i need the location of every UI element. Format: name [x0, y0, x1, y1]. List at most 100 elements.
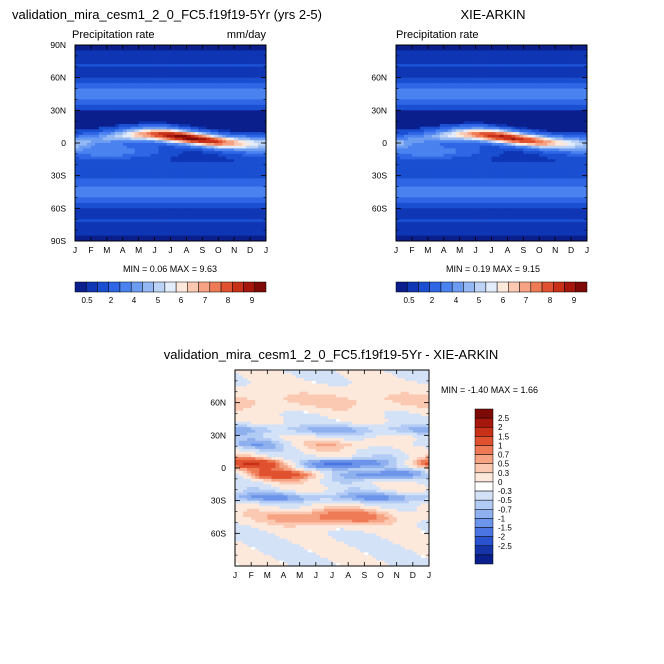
field-cell — [198, 235, 203, 239]
field-cell — [186, 224, 191, 228]
field-cell — [419, 50, 425, 54]
field-cell — [246, 189, 251, 193]
field-cell — [511, 121, 516, 125]
field-cell — [419, 121, 425, 125]
field-cell — [170, 115, 175, 119]
field-cell — [451, 91, 457, 95]
field-cell — [198, 134, 203, 138]
field-cell — [519, 66, 524, 70]
field-cell — [162, 80, 167, 84]
field-cell — [134, 126, 140, 130]
field-cell — [174, 94, 179, 98]
field-cell — [122, 238, 128, 242]
field-cell — [134, 200, 140, 204]
field-cell — [75, 219, 80, 223]
field-cell — [242, 115, 247, 119]
field-cell — [174, 186, 179, 190]
field-cell — [507, 69, 512, 73]
field-cell — [467, 96, 473, 100]
field-cell — [186, 167, 191, 171]
field-cell — [396, 118, 401, 122]
field-cell — [439, 85, 445, 89]
field-cell — [531, 110, 536, 114]
field-cell — [579, 50, 584, 54]
field-cell — [579, 45, 584, 49]
field-cell — [226, 118, 231, 122]
field-cell — [495, 69, 500, 73]
field-cell — [78, 94, 84, 98]
field-cell — [242, 91, 247, 95]
field-cell — [142, 118, 148, 122]
field-cell — [174, 118, 179, 122]
field-cell — [559, 91, 564, 95]
field-cell — [186, 178, 191, 182]
field-cell — [118, 115, 124, 119]
field-cell — [503, 85, 508, 89]
field-cell — [475, 53, 480, 57]
field-cell — [238, 178, 243, 182]
field-cell — [523, 110, 528, 114]
field-cell — [539, 77, 544, 81]
field-cell — [170, 74, 175, 79]
field-cell — [82, 69, 88, 73]
field-cell — [126, 183, 132, 187]
field-cell — [75, 221, 80, 226]
field-cell — [198, 197, 203, 201]
field-cell — [210, 219, 215, 223]
field-cell — [110, 96, 116, 100]
field-cell — [110, 132, 116, 136]
field-cell — [218, 115, 223, 119]
field-cell — [150, 85, 155, 89]
field-cell — [567, 113, 572, 117]
field-cell — [439, 72, 445, 76]
field-cell — [262, 140, 267, 144]
field-cell — [182, 123, 187, 128]
field-cell — [531, 107, 536, 111]
field-cell — [78, 96, 84, 100]
field-cell — [134, 208, 140, 212]
field-cell — [75, 213, 80, 217]
field-cell — [158, 115, 163, 119]
field-cell — [415, 104, 421, 109]
field-cell — [194, 107, 199, 111]
field-cell — [262, 69, 267, 73]
field-cell — [571, 45, 576, 49]
field-cell — [202, 99, 207, 103]
field-cell — [102, 94, 108, 98]
field-cell — [186, 202, 191, 207]
field-cell — [174, 238, 179, 242]
field-cell — [206, 175, 211, 179]
field-cell — [154, 134, 159, 138]
field-cell — [138, 88, 144, 92]
field-cell — [206, 102, 211, 106]
field-cell — [423, 64, 429, 68]
field-cell — [583, 99, 588, 103]
field-cell — [130, 208, 136, 212]
field-cell — [218, 143, 223, 147]
field-cell — [242, 200, 247, 204]
field-cell — [94, 83, 100, 87]
field-cell — [75, 88, 80, 92]
field-cell — [459, 74, 465, 79]
field-cell — [138, 83, 144, 87]
field-cell — [206, 53, 211, 57]
field-cell — [150, 181, 155, 185]
field-cell — [142, 162, 148, 166]
field-cell — [82, 143, 88, 147]
field-cell — [427, 110, 433, 114]
field-cell — [254, 80, 259, 84]
field-cell — [194, 80, 199, 84]
field-cell — [106, 208, 112, 212]
field-cell — [583, 102, 588, 106]
field-cell — [194, 181, 199, 185]
field-cell — [222, 61, 227, 65]
field-cell — [130, 183, 136, 187]
field-cell — [250, 74, 255, 79]
field-cell — [258, 211, 263, 215]
field-cell — [78, 61, 84, 65]
field-cell — [491, 66, 496, 70]
field-cell — [202, 91, 207, 95]
panel1-units: mm/day — [227, 29, 267, 41]
field-cell — [138, 211, 144, 215]
field-cell — [86, 219, 92, 223]
